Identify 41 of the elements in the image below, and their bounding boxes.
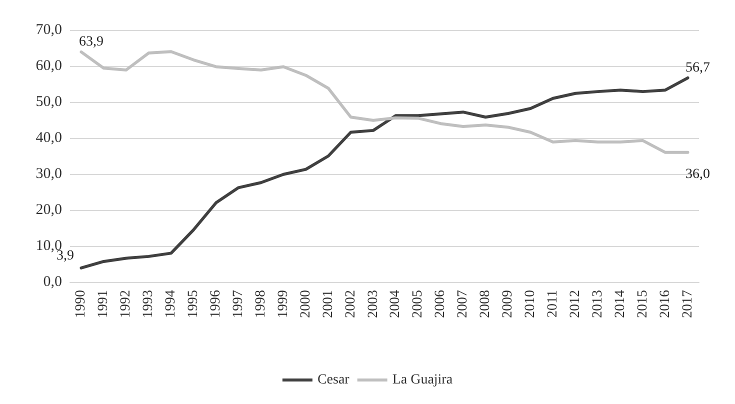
x-tick-label: 2010 [523,290,538,318]
x-tick-label: 2012 [568,290,583,318]
x-tick-label: 2011 [545,290,560,318]
y-tick-label: 10,0 [36,238,62,254]
x-tick-label: 2007 [456,290,471,318]
x-tick-label: 2000 [298,290,314,318]
y-tick-label: 70,0 [36,22,62,38]
x-tick-label: 2008 [478,290,494,318]
data-label: 56,7 [686,60,710,76]
x-tick-label: 1998 [253,290,268,318]
x-tick-label: 2005 [410,290,426,318]
data-label: 63,9 [78,34,104,50]
x-tick-label: 1996 [208,290,224,318]
x-tick-label: 1994 [164,290,179,318]
x-tick-label: 1993 [141,290,156,318]
y-tick-label: 40,0 [36,130,62,146]
x-tick-label: 2017 [680,290,696,318]
y-tick-label: 0,0 [43,274,62,290]
x-tick-label: 1995 [186,290,202,318]
y-tick-label: 60,0 [36,58,62,74]
x-tick-label: 1992 [118,290,134,318]
x-tick-label: 2004 [388,290,404,318]
y-tick-label: 50,0 [36,94,62,110]
data-label: 36,0 [686,166,710,182]
x-tick-label: 1991 [96,290,112,318]
y-tick-label: 20,0 [36,202,62,218]
x-tick-label: 1999 [276,290,291,318]
x-tick-label: 1997 [230,290,246,318]
x-tick-label: 2014 [612,290,628,318]
legend-label: La Guajira [392,372,454,388]
x-tick-label: 2013 [590,290,606,318]
x-tick-label: 2001 [320,290,336,318]
x-tick-label: 2016 [658,290,673,318]
y-tick-label: 30,0 [36,166,62,182]
x-tick-label: 1990 [74,290,89,318]
x-tick-label: 2003 [366,290,381,318]
x-tick-label: 2009 [500,290,516,318]
x-tick-label: 2006 [433,290,448,318]
x-tick-label: 2015 [635,290,650,318]
legend-label: Cesar [317,372,350,388]
x-tick-label: 2002 [343,290,358,318]
